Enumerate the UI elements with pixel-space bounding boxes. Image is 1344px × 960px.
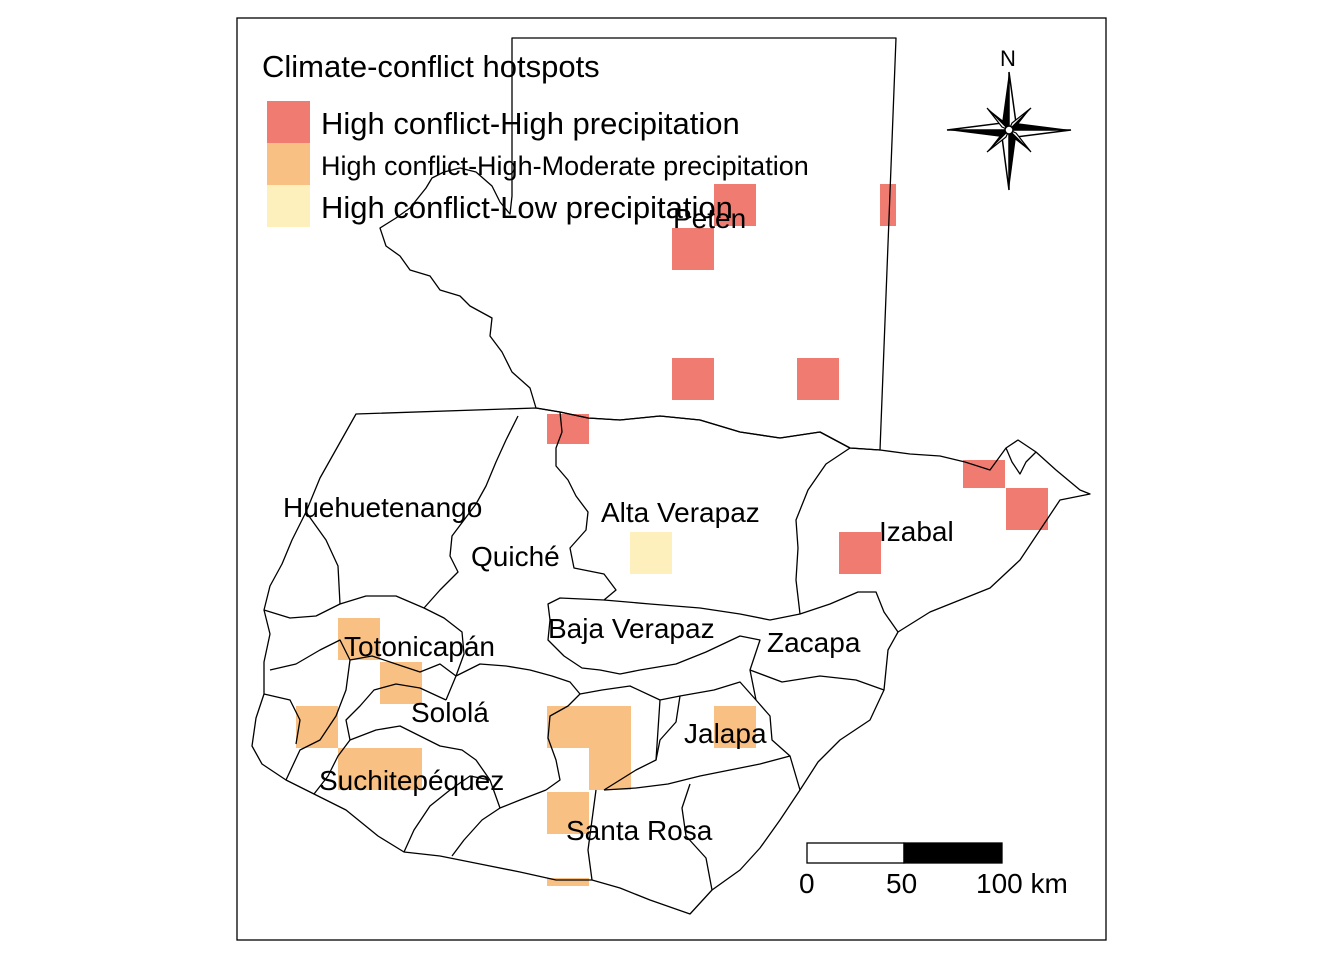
scale-tick-0: 0	[799, 868, 815, 899]
hotspot-cell	[963, 460, 1005, 488]
border-totonicapan	[349, 655, 457, 677]
border-huehuetenango-quiche	[423, 415, 519, 609]
border-zacapa-south	[749, 669, 885, 691]
label-santa-rosa: Santa Rosa	[566, 815, 713, 846]
border-retalhuleu	[313, 739, 351, 795]
label-peten: Peten	[673, 203, 746, 234]
border-country	[251, 407, 1091, 915]
label-totonicapan: Totonicapán	[344, 631, 495, 662]
border-guatemala	[579, 685, 661, 791]
hotspot-cell	[1006, 488, 1048, 530]
label-zacapa: Zacapa	[767, 627, 861, 658]
hotspot-cell	[714, 706, 756, 748]
hotspots-high-precipitation	[547, 184, 1048, 574]
label-alta-verapaz: Alta Verapaz	[601, 497, 760, 528]
border-sanmarcos	[263, 693, 301, 745]
hotspot-cell	[672, 358, 714, 400]
border-quetzaltenango	[269, 639, 351, 781]
hotspot-cell	[338, 748, 422, 790]
border-jalapa-west	[655, 695, 681, 761]
border-altaverapaz-izabal	[795, 447, 851, 615]
legend-swatch-low	[267, 185, 310, 227]
hotspot-cell	[797, 358, 839, 400]
label-huehuetenango: Huehuetenango	[283, 492, 482, 523]
label-quiche: Quiché	[471, 541, 560, 572]
hotspot-cell	[839, 532, 881, 574]
border-solola	[345, 683, 447, 741]
scale-tick-100: 100 km	[976, 868, 1068, 899]
border-quiche-altaverapaz	[547, 411, 641, 675]
legend-swatch-high	[267, 101, 310, 143]
scale-bar: 0 50 100 km	[799, 842, 1068, 899]
hotspot-cell	[672, 228, 714, 270]
compass-rose-icon: N	[946, 46, 1072, 191]
hotspot-cell	[880, 184, 896, 226]
hotspots-low-precipitation	[630, 532, 672, 574]
border-huehuetenango-south	[263, 595, 465, 701]
label-izabal: Izabal	[879, 516, 954, 547]
north-label: N	[1000, 46, 1016, 71]
legend-label-moderate: High conflict-High-Moderate precipitatio…	[321, 151, 809, 181]
hotspot-cell	[547, 414, 589, 444]
hotspot-cell	[630, 532, 672, 574]
legend-label-low: High conflict-Low precipitation	[321, 190, 733, 225]
hotspot-cell	[338, 618, 380, 660]
border-suchitepequez	[403, 775, 491, 853]
scale-segment-white	[806, 842, 905, 864]
legend-label-high: High conflict-High precipitation	[321, 106, 740, 141]
legend-title: Climate-conflict hotspots	[262, 49, 600, 84]
label-baja-verapaz: Baja Verapaz	[548, 613, 715, 644]
border-santarosa-east	[681, 783, 713, 891]
label-solola: Sololá	[411, 697, 489, 728]
hotspot-cell	[547, 792, 589, 834]
hotspot-cell	[547, 706, 631, 748]
scale-segment-black	[903, 842, 1003, 864]
border-santarosa	[603, 755, 791, 791]
label-jalapa: Jalapa	[684, 718, 767, 749]
scale-tick-50: 50	[886, 868, 917, 899]
legend: Climate-conflict hotspots High conflict-…	[262, 49, 809, 227]
department-labels: Peten Huehuetenango Alta Verapaz Izabal …	[283, 203, 954, 846]
hotspot-cell	[547, 878, 589, 886]
border-jalapa	[659, 681, 801, 791]
label-suchitepequez: Suchitepéquez	[319, 765, 504, 796]
border-solola-south	[349, 725, 491, 781]
department-borders	[251, 37, 1091, 915]
hotspot-cell	[380, 662, 422, 704]
border-huehue-west	[305, 511, 341, 605]
legend-swatch-moderate	[267, 143, 310, 185]
border-santarosa-west	[587, 789, 597, 881]
hotspot-cell	[714, 184, 756, 226]
border-escuintla	[451, 789, 547, 857]
border-bajaverapaz	[603, 591, 899, 633]
border-sacatepequez	[489, 779, 501, 809]
border-izabal-bay	[1005, 447, 1037, 475]
hotspot-cell	[589, 748, 631, 790]
